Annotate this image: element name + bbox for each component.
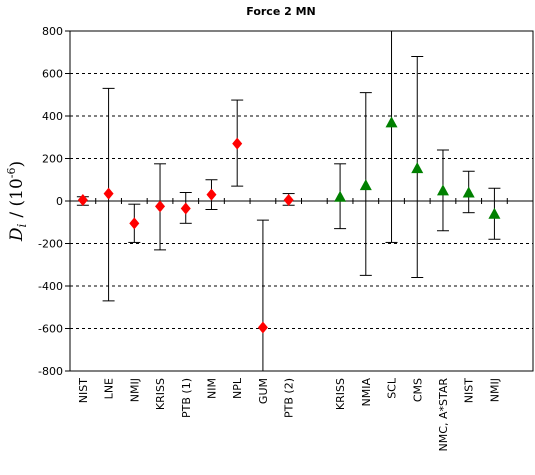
y-axis-label: Di/ (10-6) — [5, 161, 29, 242]
triangle-marker — [385, 116, 398, 128]
category-label: LNE — [103, 378, 116, 399]
category-label: NMIA — [360, 378, 373, 407]
category-label: PTB (1) — [180, 378, 193, 418]
category-label: CMS — [411, 378, 424, 402]
diamond-marker — [155, 200, 166, 213]
y-tick-label: 200 — [42, 153, 63, 166]
y-tick-label: 0 — [56, 195, 63, 208]
y-tick-label: -600 — [38, 323, 63, 336]
category-label: KRISS — [154, 378, 167, 410]
grid-lines — [70, 73, 533, 329]
diamond-marker — [257, 321, 268, 334]
triangle-marker — [488, 207, 501, 219]
triangle-marker — [462, 186, 475, 198]
diamond-marker — [180, 202, 191, 215]
diamond-marker — [77, 193, 88, 206]
triangle-marker — [334, 190, 347, 202]
category-label: NIST — [77, 378, 90, 403]
chart-title: Force 2 MN — [246, 5, 316, 18]
diamond-marker — [232, 137, 243, 150]
triangle-marker — [411, 162, 424, 174]
category-label: SCL — [386, 377, 399, 399]
category-label: NIST — [463, 378, 476, 403]
category-labels: NIST LNE NMIJ KRISS PTB (1) NIM NPL GUM PTB (2) K… — [77, 377, 502, 451]
category-label: PTB (2) — [283, 378, 296, 418]
diamond-marker — [206, 188, 217, 201]
y-tick-label: 800 — [42, 25, 63, 38]
y-tick-label: -800 — [38, 365, 63, 378]
y-tick-label: -200 — [38, 238, 63, 251]
y-tick-label: -400 — [38, 280, 63, 293]
y-tick-label: 600 — [42, 68, 63, 81]
data-markers — [77, 116, 501, 334]
x-axis-ticks — [69, 198, 534, 204]
category-label: NIM — [205, 378, 218, 399]
triangle-marker — [436, 184, 449, 196]
category-label: NMC, A*STAR — [437, 378, 450, 452]
diamond-marker — [129, 217, 140, 230]
y-axis-ticks: -800 -600 -400 -200 0 200 400 600 800 — [38, 25, 70, 378]
category-label: GUM — [257, 378, 270, 404]
diamond-marker — [283, 193, 294, 206]
category-label: KRISS — [334, 378, 347, 410]
category-label: NMIJ — [128, 378, 141, 402]
category-label: NMIJ — [488, 378, 501, 402]
triangle-marker — [359, 179, 372, 191]
category-label: NPL — [231, 377, 244, 399]
y-tick-label: 400 — [42, 110, 63, 123]
diamond-marker — [103, 187, 114, 200]
